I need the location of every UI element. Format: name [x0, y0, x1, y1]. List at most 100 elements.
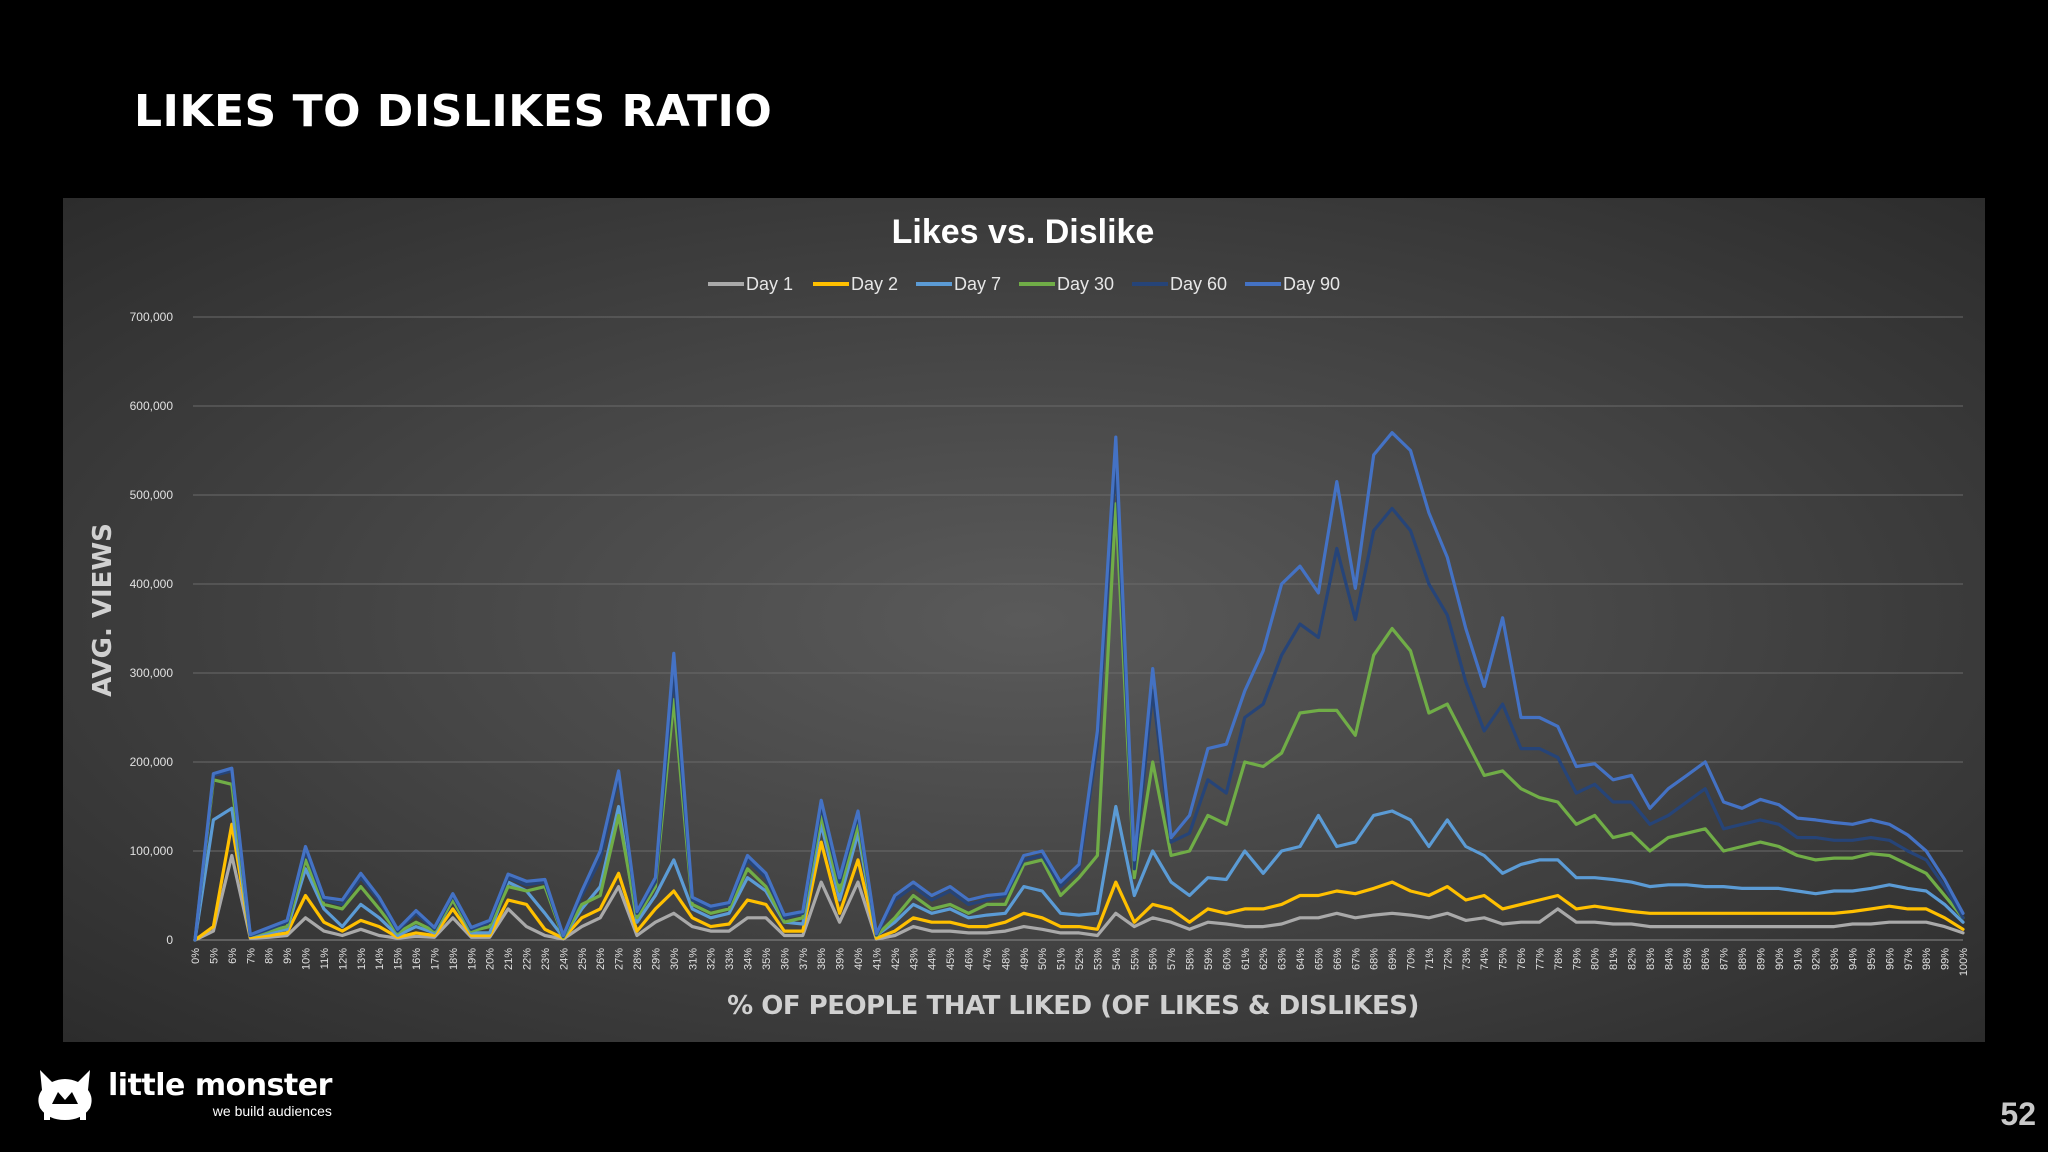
- x-tick-label: 79%: [1571, 948, 1583, 970]
- x-tick-label: 0%: [190, 948, 202, 964]
- x-tick-label: 36%: [779, 948, 791, 970]
- legend-label-day-7: Day 7: [954, 274, 1001, 294]
- x-axis-label: % OF PEOPLE THAT LIKED (OF LIKES & DISLI…: [727, 991, 1419, 1021]
- x-tick-label: 6%: [227, 948, 239, 964]
- x-tick-label: 10%: [301, 948, 313, 970]
- x-tick-label: 90%: [1774, 948, 1786, 970]
- chart-title: Likes vs. Dislike: [892, 213, 1155, 251]
- series-line-day-2: [193, 822, 1965, 942]
- series-line-day-7: [193, 804, 1965, 942]
- legend: Day 1 Day 2 Day 7 Day 30 Day 60 Day 90: [708, 274, 1340, 294]
- x-tick-label: 81%: [1608, 948, 1620, 970]
- legend-label-day-60: Day 60: [1170, 274, 1227, 294]
- legend-label-day-1: Day 1: [746, 274, 793, 294]
- x-tick-label: 60%: [1221, 948, 1233, 970]
- x-tick-label: 68%: [1369, 948, 1381, 970]
- series-line-day-1: [193, 853, 1965, 942]
- x-tick-label: 47%: [982, 948, 994, 970]
- x-tick-label: 51%: [1056, 948, 1068, 970]
- gridlines: [193, 316, 1963, 941]
- x-tick-label: 42%: [890, 948, 902, 970]
- x-tick-label: 80%: [1590, 948, 1602, 970]
- x-tick-label: 100%: [1958, 948, 1970, 976]
- slide-title: LIKES TO DISLIKES RATIO: [134, 86, 773, 137]
- x-tick-label: 86%: [1700, 948, 1712, 970]
- page-number: 52: [2000, 1096, 2036, 1132]
- y-tick-label: 600,000: [130, 399, 174, 413]
- x-tick-label: 25%: [577, 948, 589, 970]
- x-tick-label: 91%: [1792, 948, 1804, 970]
- chart-panel: Likes vs. Dislike AVG. VIEWS % OF PEOPLE…: [63, 198, 1985, 1042]
- series-line-day-30: [193, 502, 1965, 942]
- x-tick-label: 65%: [1313, 948, 1325, 970]
- x-tick-label: 21%: [503, 948, 515, 970]
- y-axis-label: AVG. VIEWS: [88, 523, 118, 697]
- x-tick-label: 19%: [466, 948, 478, 970]
- x-tick-label: 58%: [1185, 948, 1197, 970]
- x-tick-label: 63%: [1277, 948, 1289, 970]
- x-tick-label: 93%: [1829, 948, 1841, 970]
- x-tick-label: 70%: [1406, 948, 1418, 970]
- x-tick-label: 50%: [1037, 948, 1049, 970]
- x-tick-label: 88%: [1737, 948, 1749, 970]
- x-tick-labels: 0% 5% 6% 7% 8% 9% 10% 11% 12% 13% 14% 15% 16% 17% 18% 1…: [190, 948, 1970, 976]
- x-tick-label: 29%: [650, 948, 662, 970]
- x-tick-label: 9%: [282, 948, 294, 964]
- y-tick-label: 100,000: [130, 844, 174, 858]
- x-tick-label: 85%: [1682, 948, 1694, 970]
- y-tick-label: 200,000: [130, 755, 174, 769]
- series-line-day-90: [193, 431, 1965, 942]
- y-tick-label: 400,000: [130, 577, 174, 591]
- x-tick-label: 5%: [208, 948, 220, 964]
- x-tick-label: 23%: [540, 948, 552, 970]
- x-tick-label: 48%: [1000, 948, 1012, 970]
- x-tick-label: 13%: [356, 948, 368, 970]
- x-tick-label: 27%: [614, 948, 626, 970]
- x-tick-label: 74%: [1479, 948, 1491, 970]
- x-tick-label: 66%: [1332, 948, 1344, 970]
- x-tick-label: 72%: [1442, 948, 1454, 970]
- x-tick-label: 33%: [724, 948, 736, 970]
- x-tick-label: 37%: [798, 948, 810, 970]
- x-tick-label: 59%: [1203, 948, 1215, 970]
- x-tick-label: 83%: [1645, 948, 1657, 970]
- x-tick-label: 20%: [485, 948, 497, 970]
- x-tick-label: 54%: [1111, 948, 1123, 970]
- x-tick-label: 71%: [1424, 948, 1436, 970]
- x-tick-label: 14%: [374, 948, 386, 970]
- x-tick-label: 98%: [1921, 948, 1933, 970]
- x-tick-label: 56%: [1148, 948, 1160, 970]
- x-tick-label: 8%: [264, 948, 276, 964]
- series-line-day-60: [193, 457, 1965, 942]
- x-tick-label: 45%: [945, 948, 957, 970]
- x-tick-label: 30%: [669, 948, 681, 970]
- x-tick-label: 28%: [632, 948, 644, 970]
- brand-tagline: we build audiences: [212, 1102, 332, 1119]
- x-tick-label: 44%: [927, 948, 939, 970]
- x-tick-label: 64%: [1295, 948, 1307, 970]
- monster-logo-icon: [38, 1070, 92, 1120]
- x-tick-label: 84%: [1663, 948, 1675, 970]
- y-tick-label: 300,000: [130, 666, 174, 680]
- x-tick-label: 17%: [429, 948, 441, 970]
- y-tick-label: 0: [166, 933, 173, 947]
- x-tick-label: 35%: [761, 948, 773, 970]
- x-tick-label: 43%: [908, 948, 920, 970]
- y-tick-labels: 0 100,000 200,000 300,000 400,000 500,000 600,…: [130, 310, 174, 947]
- brand-name: little monster: [108, 1067, 332, 1103]
- x-tick-label: 49%: [1019, 948, 1031, 970]
- x-tick-label: 78%: [1553, 948, 1565, 970]
- x-tick-label: 62%: [1258, 948, 1270, 970]
- x-tick-label: 22%: [522, 948, 534, 970]
- likes-dislikes-line-chart: Likes vs. Dislike AVG. VIEWS % OF PEOPLE…: [88, 213, 1970, 1021]
- x-tick-label: 41%: [871, 948, 883, 970]
- x-tick-label: 38%: [816, 948, 828, 970]
- x-tick-label: 39%: [835, 948, 847, 970]
- x-tick-label: 95%: [1866, 948, 1878, 970]
- x-tick-label: 92%: [1811, 948, 1823, 970]
- x-tick-label: 31%: [687, 948, 699, 970]
- x-tick-label: 76%: [1516, 948, 1528, 970]
- x-tick-label: 34%: [743, 948, 755, 970]
- legend-label-day-30: Day 30: [1057, 274, 1114, 294]
- x-tick-label: 97%: [1903, 948, 1915, 970]
